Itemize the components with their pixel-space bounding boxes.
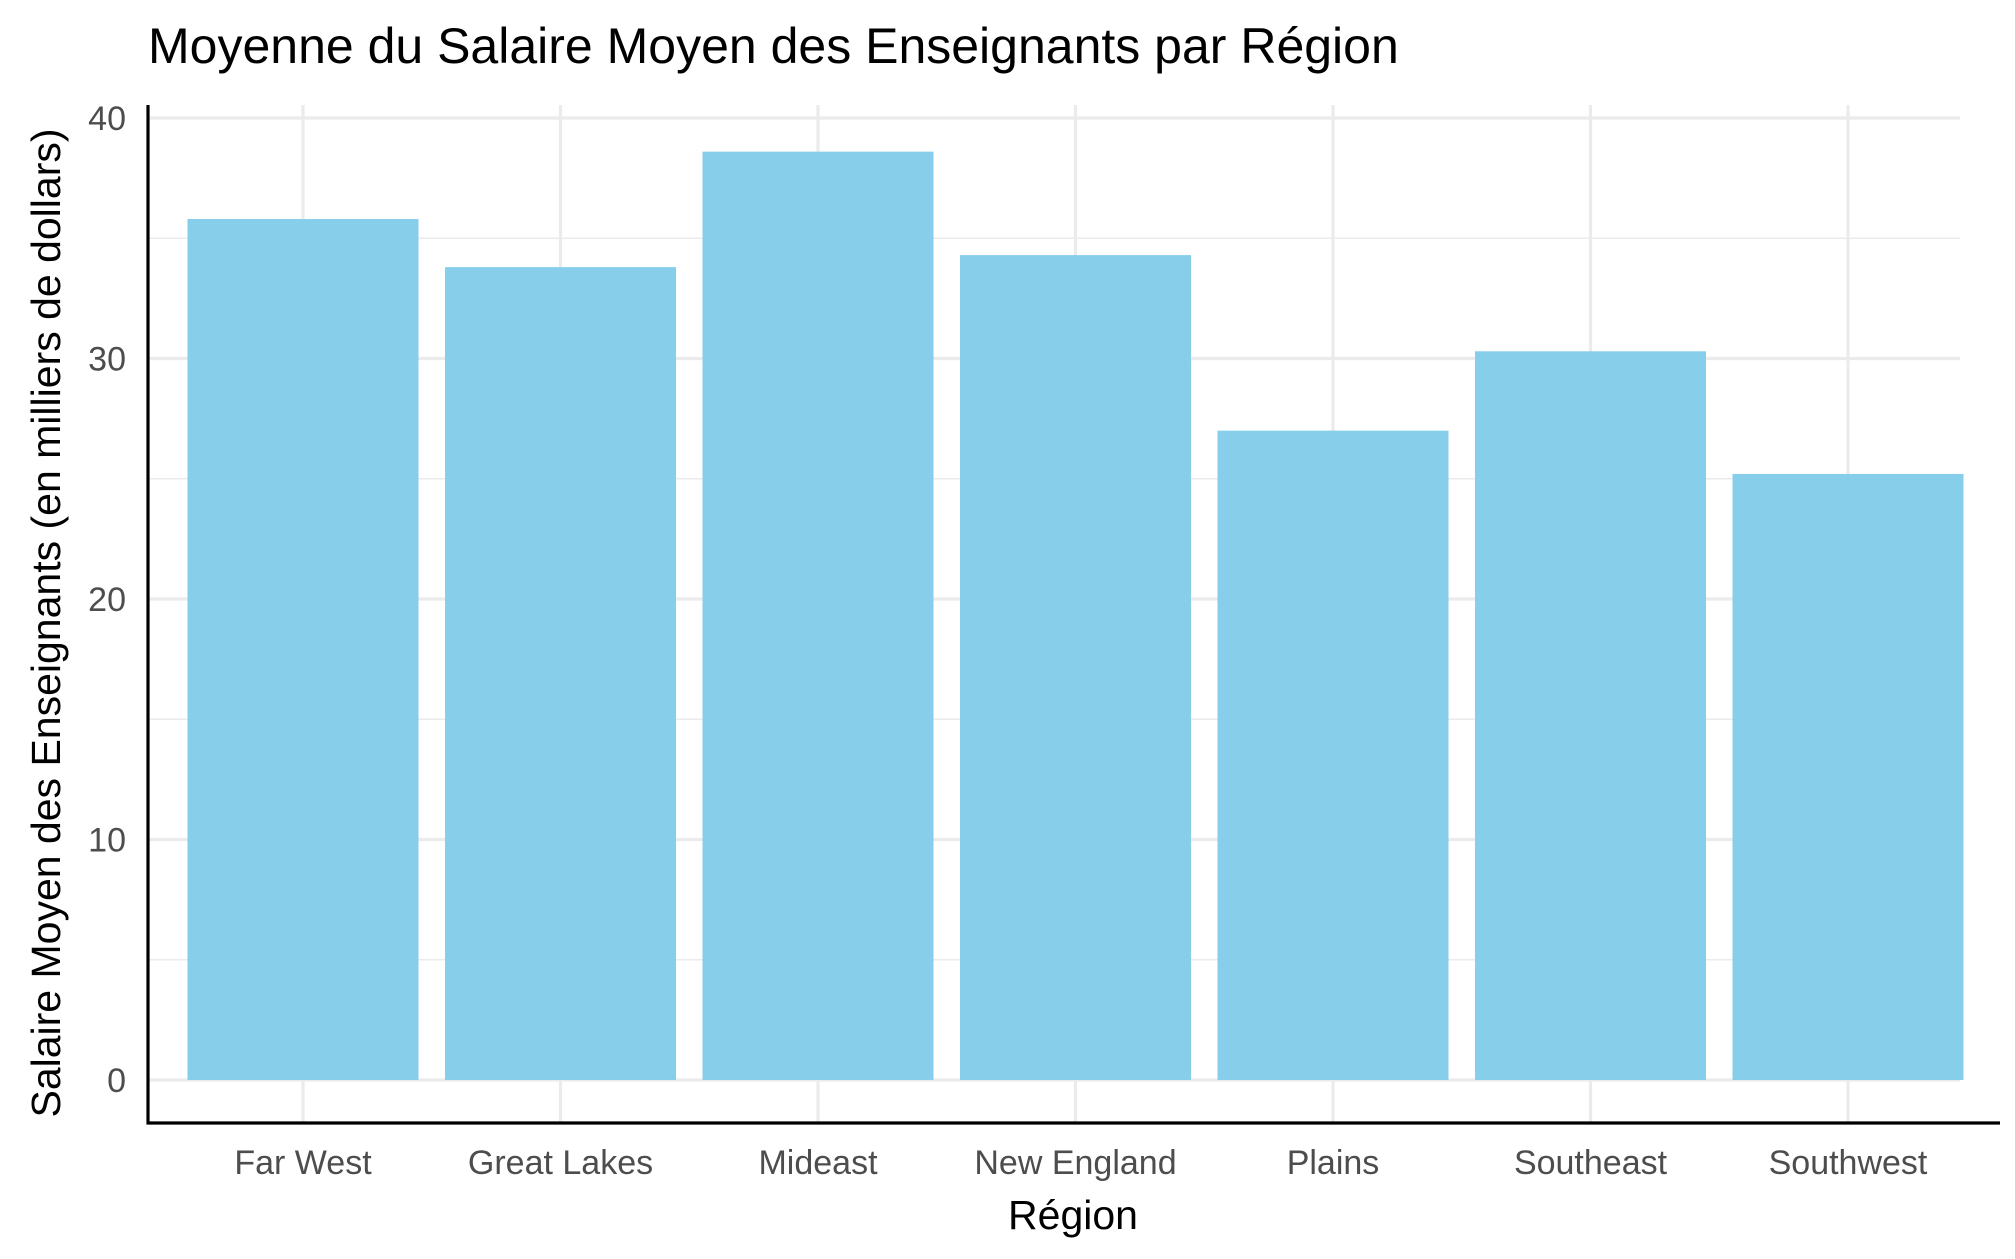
x-tick-label: Southeast [1514, 1144, 1668, 1182]
y-tick-label: 0 [107, 1062, 126, 1100]
x-tick-label: Far West [234, 1144, 372, 1182]
x-tick-label: New England [974, 1144, 1176, 1182]
bar-southwest [1732, 473, 1964, 1080]
y-tick-label: 40 [88, 100, 126, 138]
chart-title: Moyenne du Salaire Moyen des Enseignants… [148, 18, 1399, 74]
y-tick-label: 20 [88, 581, 126, 619]
bar-new-england [960, 255, 1191, 1080]
x-tick-label: Plains [1287, 1144, 1380, 1182]
axis-lines [146, 105, 2000, 1125]
bar-mideast [702, 151, 934, 1081]
y-axis-title: Salaire Moyen des Enseignants (en millie… [23, 128, 69, 1117]
x-tick-labels: Far West Great Lakes Mideast New England Pla… [234, 1144, 1928, 1182]
x-tick-label: Great Lakes [468, 1144, 653, 1182]
y-tick-labels: 0 10 20 30 40 [88, 100, 126, 1100]
y-tick-label: 30 [88, 341, 126, 379]
bar-southeast [1475, 351, 1706, 1080]
bars [187, 151, 1964, 1081]
x-tick-label: Southwest [1769, 1144, 1928, 1182]
axes [146, 105, 2000, 1125]
bar-great-lakes [445, 267, 676, 1080]
x-axis-title: Région [1008, 1192, 1138, 1238]
bar-plains [1217, 430, 1449, 1080]
x-tick-label: Mideast [758, 1144, 878, 1182]
y-tick-label: 10 [88, 822, 126, 860]
bar-far-west [187, 219, 419, 1080]
